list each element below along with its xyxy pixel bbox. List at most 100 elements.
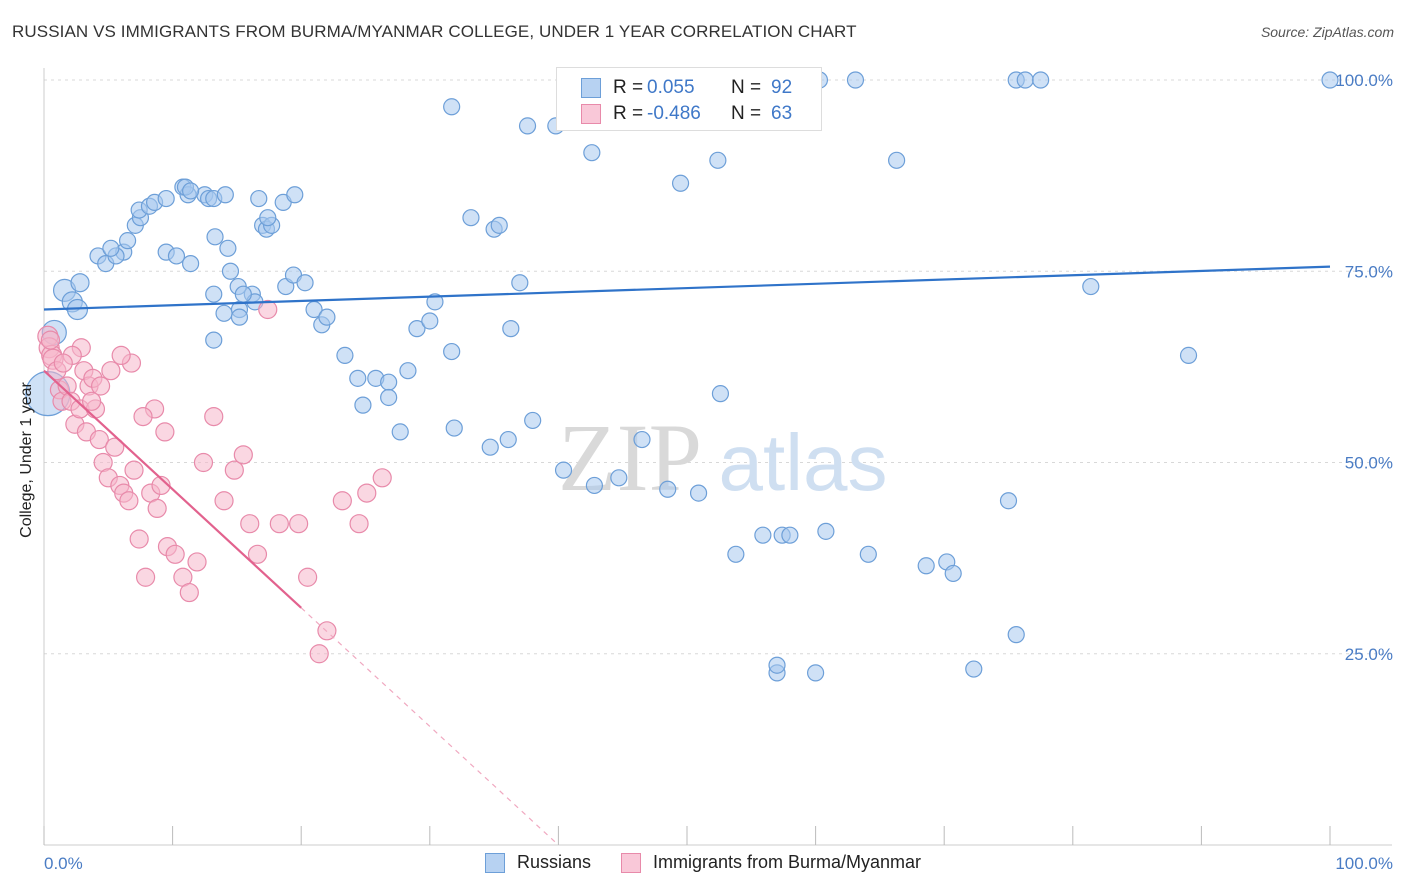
watermark: ZIP atlas [558, 404, 887, 511]
legend-label-russians: Russians [516, 852, 591, 872]
data-point-burma [269, 514, 289, 534]
data-point-russians [391, 423, 409, 441]
data-point-russians [205, 331, 223, 349]
watermark-atlas: atlas [719, 418, 888, 507]
legend-item-burma[interactable]: Immigrants from Burma/Myanmar [620, 852, 922, 873]
data-point-burma [187, 552, 207, 572]
data-point-russians [965, 660, 983, 678]
series-russians-points [25, 71, 1339, 682]
legend-r-value: -0.486 [647, 103, 701, 124]
data-point-russians [296, 274, 314, 292]
legend-n-label: N = [731, 77, 762, 98]
data-point-russians [182, 255, 200, 273]
data-point-russians [421, 312, 439, 330]
data-point-russians [490, 216, 508, 234]
data-point-burma [133, 407, 153, 427]
data-point-russians [917, 557, 935, 575]
data-point-russians [1007, 626, 1025, 644]
data-point-burma [135, 567, 156, 587]
data-point-russians [443, 342, 461, 361]
data-point-russians [727, 545, 745, 563]
data-point-russians [768, 656, 786, 674]
data-point-burma [298, 567, 318, 587]
data-point-russians [888, 151, 906, 169]
data-point-russians [583, 144, 601, 162]
source-label: Source: ZipAtlas.com [1260, 24, 1394, 40]
data-point-russians [445, 419, 463, 437]
data-point-burma [193, 452, 214, 473]
legend-r-label: R = [613, 103, 644, 124]
data-point-russians [1032, 71, 1050, 89]
data-point-russians [671, 174, 690, 192]
y-tick-label: 25.0% [1345, 645, 1393, 664]
y-axis-label: College, Under 1 year [18, 382, 35, 538]
data-point-russians [1321, 71, 1339, 89]
data-point-burma [309, 644, 329, 664]
x-tick-label: 0.0% [44, 854, 83, 873]
legend-swatch-blue [581, 78, 601, 98]
data-point-russians [711, 385, 730, 403]
data-point-burma [247, 544, 268, 564]
data-point-russians [1082, 277, 1100, 296]
data-point-russians [754, 526, 772, 544]
data-point-russians [846, 71, 865, 89]
legend-swatch-blue [484, 852, 505, 873]
data-point-burma [105, 437, 125, 457]
data-point-burma [89, 429, 109, 450]
data-point-burma [357, 483, 377, 503]
trend-line-burma-extension [300, 607, 559, 846]
legend-r-value: 0.055 [647, 77, 695, 98]
data-point-burma [224, 460, 244, 480]
series-burma-points [37, 299, 392, 664]
data-point-burma [111, 345, 131, 365]
legend-r-label: R = [613, 77, 644, 98]
data-point-russians [215, 304, 233, 322]
data-point-russians [426, 293, 444, 311]
data-point-russians [205, 285, 223, 303]
tick-labels: 100.0% 75.0% 50.0% 25.0% 0.0% 100.0% [44, 71, 1393, 873]
chart-title: RUSSIAN VS IMMIGRANTS FROM BURMA/MYANMAR… [12, 22, 857, 41]
data-point-burma [240, 514, 260, 534]
data-point-burma [204, 407, 224, 427]
data-point-russians [230, 308, 249, 326]
legend-n-label: N = [731, 103, 762, 124]
data-point-russians [380, 388, 398, 407]
axes [43, 68, 1392, 846]
trend-line-burma [43, 369, 302, 609]
data-point-russians [157, 189, 175, 208]
data-point-burma [53, 353, 73, 373]
y-tick-label: 75.0% [1345, 262, 1393, 281]
data-point-russians [167, 247, 186, 265]
legend-row-russians: R = 0.055 N = 92 [581, 77, 792, 99]
data-point-burma [258, 299, 278, 320]
data-point-russians [554, 461, 573, 479]
stats-legend: R = 0.055 N = 92 R = -0.486 N = 63 [556, 67, 822, 131]
data-point-russians [234, 285, 252, 303]
data-point-russians [216, 186, 234, 204]
data-point-russians [806, 664, 825, 682]
data-point-russians [502, 320, 520, 338]
data-point-russians [518, 117, 537, 135]
y-tick-label: 50.0% [1345, 454, 1393, 473]
data-point-burma [165, 544, 185, 564]
data-point-russians [462, 209, 480, 227]
watermark-zip: ZIP [558, 404, 702, 511]
x-tick-label: 100.0% [1335, 854, 1393, 873]
data-point-russians [354, 396, 372, 414]
data-point-burma [289, 514, 309, 534]
legend-item-russians[interactable]: Russians [484, 852, 591, 873]
data-point-russians [781, 526, 799, 544]
legend-n-value: 63 [771, 103, 793, 124]
data-point-russians [610, 469, 628, 487]
data-point-russians [380, 373, 398, 391]
data-point-russians [221, 262, 240, 280]
data-point-burma [129, 529, 149, 549]
data-point-burma [81, 391, 102, 411]
data-point-russians [318, 308, 336, 326]
legend-label-burma: Immigrants from Burma/Myanmar [652, 852, 922, 872]
data-point-burma [40, 330, 61, 350]
data-point-russians [349, 369, 367, 387]
data-point-russians [999, 492, 1018, 510]
data-point-russians [443, 98, 461, 116]
